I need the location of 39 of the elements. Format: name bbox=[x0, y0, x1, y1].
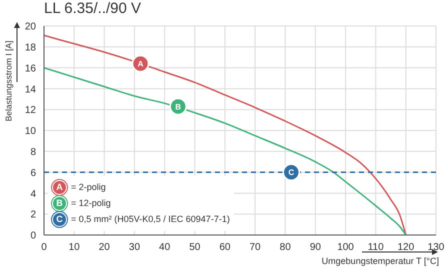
annotation: C bbox=[288, 168, 294, 178]
x-tick-label: 60 bbox=[219, 242, 231, 254]
x-tick-label: 40 bbox=[159, 242, 171, 254]
y-tick-label: 10 bbox=[24, 126, 36, 138]
y-tick-label: 0 bbox=[30, 230, 36, 242]
x-tick-label: 130 bbox=[428, 242, 445, 254]
y-tick-label: 16 bbox=[24, 63, 36, 74]
text: C bbox=[56, 214, 63, 224]
x-tick-label: 0 bbox=[41, 242, 48, 254]
annotation: A bbox=[138, 59, 144, 68]
y-tick-label: 6 bbox=[30, 168, 36, 179]
y-tick-label: 4 bbox=[30, 188, 36, 200]
y-tick-label: 18 bbox=[24, 42, 36, 54]
legend-label: = 2-polig bbox=[71, 181, 106, 194]
y-axis-title: Belastungsstrom I [A] bbox=[3, 40, 14, 122]
y-tick-label: 12 bbox=[24, 105, 36, 116]
line-series bbox=[44, 67, 407, 235]
chart-title: LL 6.35/../90 V bbox=[44, 0, 142, 17]
y-tick-label: 14 bbox=[24, 84, 36, 96]
x-tick-label: 80 bbox=[280, 242, 292, 254]
y-tick-label: 20 bbox=[24, 22, 36, 33]
annotation: B bbox=[175, 102, 182, 112]
x-tick-label: 10 bbox=[68, 242, 80, 254]
x-tick-label: 120 bbox=[398, 242, 415, 254]
legend-label: = 0,5 mm² (H05V-K0,5 / IEC 60947-7-1) bbox=[71, 213, 230, 226]
x-tick-label: 70 bbox=[250, 242, 262, 254]
x-tick-label: 20 bbox=[98, 242, 110, 254]
y-tick-label: 2 bbox=[30, 210, 36, 221]
text: A bbox=[56, 182, 63, 192]
x-tick-label: 90 bbox=[310, 242, 322, 254]
x-tick-label: 30 bbox=[128, 242, 140, 254]
x-tick-label: 100 bbox=[337, 242, 354, 254]
x-tick-label: 110 bbox=[368, 242, 384, 254]
line-series bbox=[44, 34, 407, 235]
legend-label: = 12-polig bbox=[71, 197, 111, 210]
text: B bbox=[56, 198, 63, 208]
x-tick-label: 50 bbox=[189, 242, 201, 254]
x-axis-title: Umgebungstemperatur T [°C] bbox=[322, 256, 439, 266]
y-tick-label: 8 bbox=[30, 146, 36, 158]
